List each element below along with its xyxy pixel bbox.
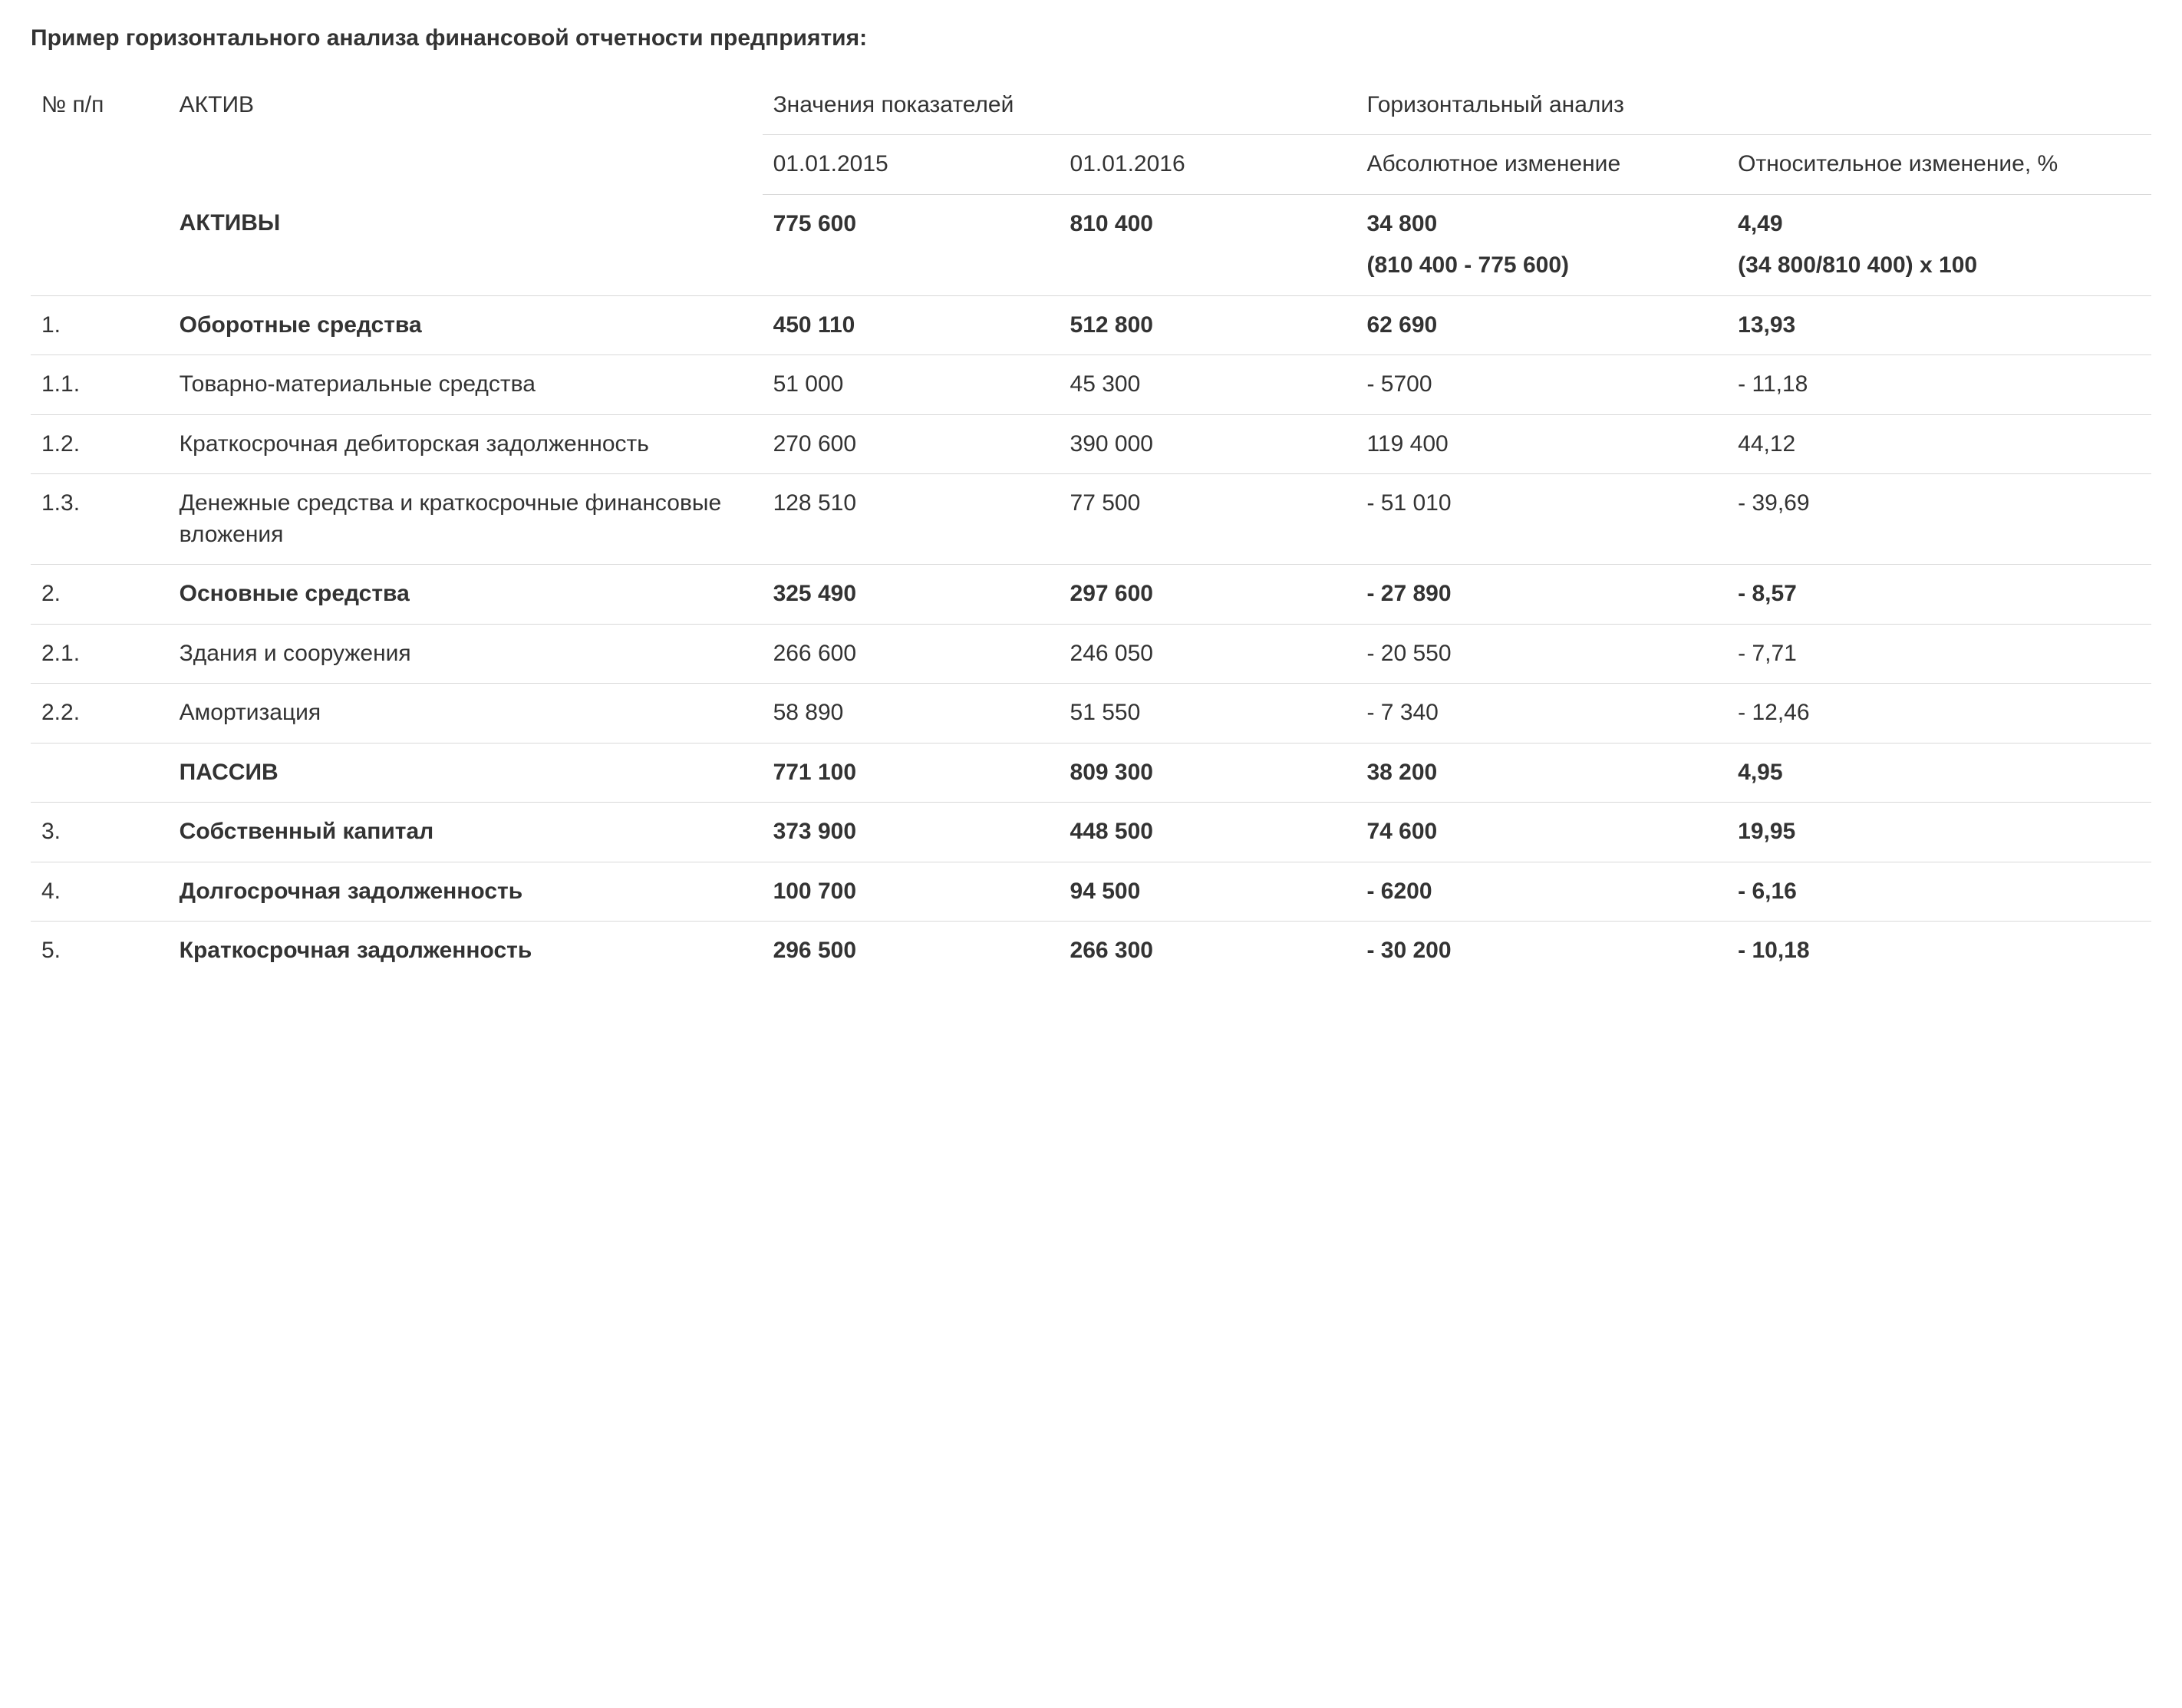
- cell-name: Собственный капитал: [169, 803, 763, 862]
- cell-value-2015: 58 890: [763, 684, 1060, 744]
- table-row: 1.Оборотные средства450 110512 80062 690…: [31, 295, 2151, 355]
- cell-absolute-change: - 7 340: [1356, 684, 1727, 744]
- cell-value-2015: 775 600: [763, 194, 1060, 295]
- cell-relative-change: 4,49(34 800/810 400) х 100: [1727, 194, 2151, 295]
- cell-value-2016: 512 800: [1060, 295, 1356, 355]
- cell-relative-change: 4,95: [1727, 743, 2151, 803]
- cell-absolute-change: - 6200: [1356, 862, 1727, 922]
- cell-value-2015: 450 110: [763, 295, 1060, 355]
- cell-value-2015: 373 900: [763, 803, 1060, 862]
- cell-name: Основные средства: [169, 565, 763, 625]
- cell-num: [31, 194, 169, 295]
- cell-value-2015: 266 600: [763, 624, 1060, 684]
- cell-value-2016: 390 000: [1060, 414, 1356, 474]
- cell-relative-change: - 12,46: [1727, 684, 2151, 744]
- cell-value-2015: 270 600: [763, 414, 1060, 474]
- cell-name: Оборотные средства: [169, 295, 763, 355]
- horizontal-analysis-table: № п/п АКТИВ Значения показателей Горизон…: [31, 76, 2151, 981]
- cell-absolute-change: 119 400: [1356, 414, 1727, 474]
- cell-num: 4.: [31, 862, 169, 922]
- cell-num: 1.3.: [31, 474, 169, 565]
- cell-value-2016: 809 300: [1060, 743, 1356, 803]
- cell-name: Амортизация: [169, 684, 763, 744]
- cell-value-2015: 771 100: [763, 743, 1060, 803]
- cell-relative-change: - 7,71: [1727, 624, 2151, 684]
- cell-absolute-formula: (810 400 - 775 600): [1366, 250, 1716, 282]
- table-row: АКТИВЫ775 600810 40034 800(810 400 - 775…: [31, 194, 2151, 295]
- cell-relative-change: 44,12: [1727, 414, 2151, 474]
- cell-num: 1.1.: [31, 355, 169, 415]
- table-body: АКТИВЫ775 600810 40034 800(810 400 - 775…: [31, 194, 2151, 981]
- cell-value-2015: 51 000: [763, 355, 1060, 415]
- table-row: ПАССИВ771 100809 30038 2004,95: [31, 743, 2151, 803]
- table-header: № п/п АКТИВ Значения показателей Горизон…: [31, 76, 2151, 195]
- cell-name: Долгосрочная задолженность: [169, 862, 763, 922]
- cell-relative-change: - 11,18: [1727, 355, 2151, 415]
- cell-absolute-change: - 20 550: [1356, 624, 1727, 684]
- cell-name: Товарно-материальные средства: [169, 355, 763, 415]
- cell-absolute-change: 74 600: [1356, 803, 1727, 862]
- cell-num: 2.2.: [31, 684, 169, 744]
- cell-value-2016: 94 500: [1060, 862, 1356, 922]
- cell-name: ПАССИВ: [169, 743, 763, 803]
- cell-num: 2.1.: [31, 624, 169, 684]
- cell-absolute-change: 38 200: [1356, 743, 1727, 803]
- col-analysis-group-header: Горизонтальный анализ: [1356, 76, 2151, 135]
- cell-value-2016: 266 300: [1060, 922, 1356, 981]
- cell-value-2016: 77 500: [1060, 474, 1356, 565]
- cell-relative-change: 13,93: [1727, 295, 2151, 355]
- cell-name: Краткосрочная задолженность: [169, 922, 763, 981]
- cell-value-2016: 448 500: [1060, 803, 1356, 862]
- cell-num: [31, 743, 169, 803]
- table-row: 5.Краткосрочная задолженность296 500266 …: [31, 922, 2151, 981]
- cell-absolute-change: 62 690: [1356, 295, 1727, 355]
- table-row: 3.Собственный капитал373 900448 50074 60…: [31, 803, 2151, 862]
- cell-name: АКТИВЫ: [169, 194, 763, 295]
- cell-num: 3.: [31, 803, 169, 862]
- table-row: 2.2.Амортизация58 89051 550- 7 340- 12,4…: [31, 684, 2151, 744]
- col-name-header: АКТИВ: [169, 76, 763, 195]
- col-date1-header: 01.01.2015: [763, 135, 1060, 195]
- table-row: 1.1.Товарно-материальные средства51 0004…: [31, 355, 2151, 415]
- cell-value-2015: 296 500: [763, 922, 1060, 981]
- cell-absolute-change: - 51 010: [1356, 474, 1727, 565]
- cell-relative-change: - 10,18: [1727, 922, 2151, 981]
- cell-value-2016: 51 550: [1060, 684, 1356, 744]
- cell-value-2015: 325 490: [763, 565, 1060, 625]
- cell-name: Денежные средства и краткосрочные финанс…: [169, 474, 763, 565]
- cell-absolute-change: - 27 890: [1356, 565, 1727, 625]
- cell-relative-change: 19,95: [1727, 803, 2151, 862]
- cell-value-2016: 45 300: [1060, 355, 1356, 415]
- cell-relative-change: - 8,57: [1727, 565, 2151, 625]
- table-row: 2.1.Здания и сооружения266 600246 050- 2…: [31, 624, 2151, 684]
- table-row: 1.2.Краткосрочная дебиторская задолженно…: [31, 414, 2151, 474]
- cell-num: 1.2.: [31, 414, 169, 474]
- cell-relative-formula: (34 800/810 400) х 100: [1738, 250, 2141, 282]
- table-row: 2.Основные средства325 490297 600- 27 89…: [31, 565, 2151, 625]
- col-abs-header: Абсолютное изменение: [1356, 135, 1727, 195]
- cell-absolute-change: 34 800(810 400 - 775 600): [1356, 194, 1727, 295]
- col-rel-header: Относительное изменение, %: [1727, 135, 2151, 195]
- cell-name: Краткосрочная дебиторская задолженность: [169, 414, 763, 474]
- cell-absolute-change: - 30 200: [1356, 922, 1727, 981]
- table-row: 4.Долгосрочная задолженность100 70094 50…: [31, 862, 2151, 922]
- table-row: 1.3.Денежные средства и краткосрочные фи…: [31, 474, 2151, 565]
- cell-value-2015: 128 510: [763, 474, 1060, 565]
- cell-value-2016: 810 400: [1060, 194, 1356, 295]
- cell-value-2016: 246 050: [1060, 624, 1356, 684]
- cell-relative-change: - 39,69: [1727, 474, 2151, 565]
- cell-absolute-change: - 5700: [1356, 355, 1727, 415]
- col-num-header: № п/п: [31, 76, 169, 195]
- page-title: Пример горизонтального анализа финансово…: [31, 23, 2151, 54]
- cell-num: 1.: [31, 295, 169, 355]
- cell-num: 2.: [31, 565, 169, 625]
- cell-relative-change: - 6,16: [1727, 862, 2151, 922]
- col-date2-header: 01.01.2016: [1060, 135, 1356, 195]
- cell-value-2015: 100 700: [763, 862, 1060, 922]
- cell-value-2016: 297 600: [1060, 565, 1356, 625]
- col-values-group-header: Значения показателей: [763, 76, 1356, 135]
- cell-num: 5.: [31, 922, 169, 981]
- cell-name: Здания и сооружения: [169, 624, 763, 684]
